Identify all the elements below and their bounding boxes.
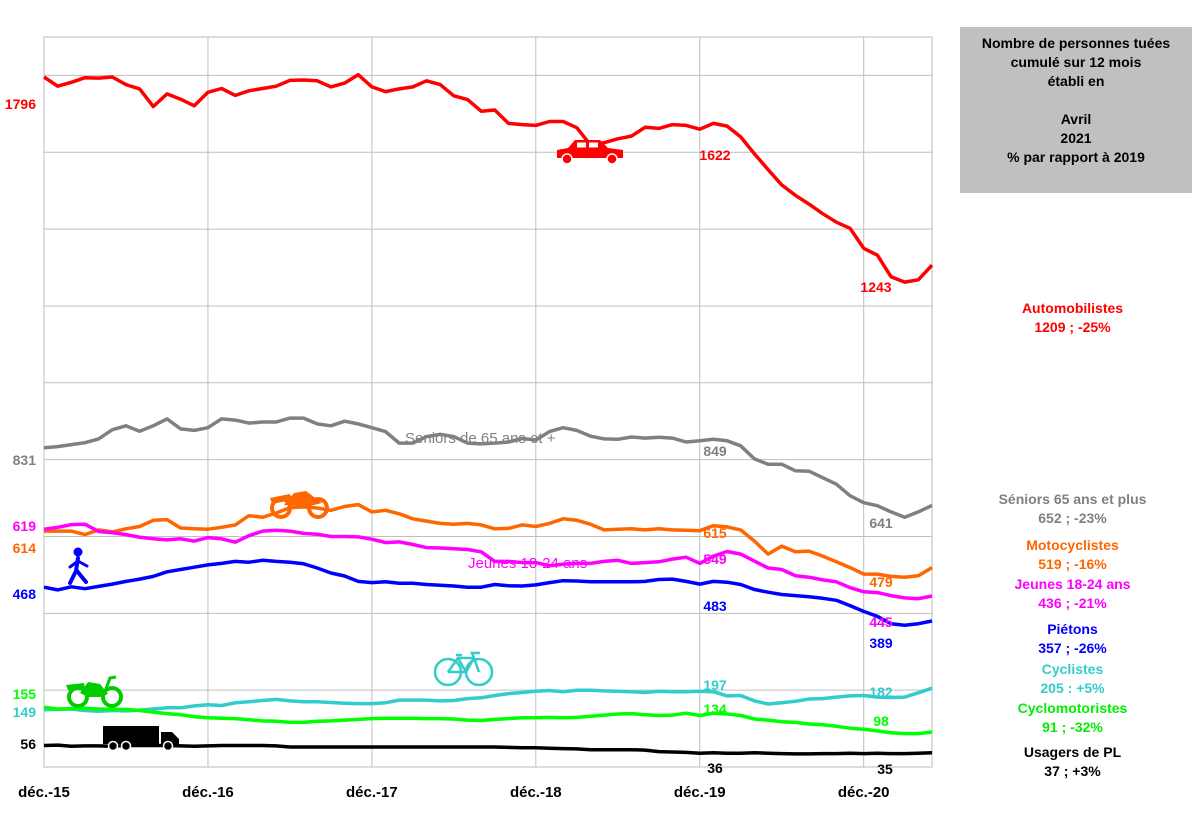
info-line: Avril [1060,111,1092,127]
grid [43,37,932,767]
start-value-label: 155 [13,686,37,702]
start-value-label: 831 [13,452,37,468]
plot-frame [43,36,933,768]
jeunes-series-label: Jeunes 18-24 ans [468,555,587,572]
x-tick-label: déc.-16 [182,784,234,801]
legend-value: 1209 ; -25% [1034,319,1111,335]
dec19-value-label: 1622 [699,147,730,163]
dec19-value-label: 197 [703,677,727,693]
start-value-label: 468 [13,586,37,602]
legend-value: 436 ; -21% [1038,595,1107,611]
legend-entry-cyclistes: Cyclistes 205 : +5% [945,660,1200,698]
pedestrian-icon [68,547,89,585]
legend-entry-cyclomotoristes: Cyclomotoristes 91 ; -32% [945,699,1200,737]
x-tick-label: déc.-15 [18,784,70,801]
moped-icon [66,675,123,708]
legend-entry-motocyclistes: Motocyclistes 519 ; -16% [945,536,1200,574]
dec20-value-label: 641 [869,515,893,531]
x-tick-label: déc.-17 [346,784,398,801]
legend-name: Motocyclistes [1026,537,1119,553]
dec20-value-label: 98 [873,713,889,729]
start-value-label: 1796 [5,96,36,112]
info-box: Nombre de personnes tuées cumulé sur 12 … [960,27,1192,193]
legend-entry-pietons: Piétons 357 ; -26% [945,620,1200,658]
info-line: Nombre de personnes tuées [981,35,1171,51]
x-tick-label: déc.-19 [674,784,726,801]
legend-name: Jeunes 18-24 ans [1014,576,1131,592]
legend-name: Piétons [1047,621,1098,637]
inline-series-labels: Seniors de 65 ans et + Jeunes 18-24 ans [405,430,587,572]
legend-value: 652 ; -23% [1038,510,1107,526]
legend-value: 91 ; -32% [1042,719,1103,735]
dec19-value-label: 483 [703,598,727,614]
bicycle-icon [433,651,494,687]
series-line-jeunes-18-24-ans [43,522,933,601]
dec20-value-label: 1243 [860,279,891,295]
start-value-labels: 1796 831 619 614 468 155 149 56 [5,96,36,752]
legend-name: Cyclomotoristes [1017,700,1128,716]
x-axis-labels: déc.-15 déc.-16 déc.-17 déc.-18 déc.-19 déc.-… [18,784,889,801]
dec20-value-label: 35 [877,761,893,777]
dec20-value-label: 445 [869,614,893,630]
legend-name: Usagers de PL [1023,744,1122,760]
dec19-value-label: 134 [703,701,727,717]
category-icons [66,140,623,752]
dec19-value-labels: 1622 849 615 549 483 197 134 36 [699,147,730,776]
dec19-value-label: 36 [707,760,723,776]
motorcycle-icon [270,491,329,519]
x-tick-label: déc.-20 [838,784,890,801]
info-line [960,91,1192,110]
truck-icon [103,726,179,752]
start-value-label: 56 [20,736,36,752]
start-value-label: 619 [13,518,37,534]
info-line: cumulé sur 12 mois [1010,54,1142,70]
legend-name: Séniors 65 ans et plus [998,491,1147,507]
dec19-value-label: 849 [703,443,727,459]
start-value-label: 614 [13,540,37,556]
legend-entry-usagers-pl: Usagers de PL 37 ; +3% [945,743,1200,781]
series-line-cyclistes [43,686,933,714]
start-value-label: 149 [13,704,37,720]
legend-value: 205 : +5% [1040,680,1105,696]
info-line: établi en [1047,73,1105,89]
legend-value: 37 ; +3% [1044,763,1101,779]
x-tick-label: déc.-18 [510,784,562,801]
car-icon [557,140,623,165]
legend-name: Automobilistes [1021,300,1124,316]
series-line-cyclomotoristes [43,705,933,736]
series-line-automobilistes [43,72,934,284]
series-line-seniors-de-65-ans-et [43,416,933,520]
legend-value: 519 ; -16% [1038,556,1107,572]
dec20-value-label: 182 [869,684,893,700]
series-lines [43,72,934,756]
dec20-value-labels: 1243 641 479 445 389 182 98 35 [860,279,893,777]
dec19-value-label: 615 [703,525,727,541]
dec19-value-label: 549 [703,551,727,567]
info-line: 2021 [1060,130,1092,146]
series-line-usagers-de-pl [43,743,933,756]
dec20-value-label: 389 [869,635,893,651]
series-line-motocyclistes [44,502,933,579]
series-line-pi-tons [43,558,933,627]
legend-name: Cyclistes [1041,661,1104,677]
legend-entry-automobilistes: Automobilistes 1209 ; -25% [945,299,1200,337]
legend-entry-seniors: Séniors 65 ans et plus 652 ; -23% [945,490,1200,528]
info-line: % par rapport à 2019 [1007,149,1145,165]
legend-entry-jeunes: Jeunes 18-24 ans 436 ; -21% [945,575,1200,613]
dec20-value-label: 479 [869,574,893,590]
seniors-series-label: Seniors de 65 ans et + [405,430,556,447]
legend-value: 357 ; -26% [1038,640,1107,656]
